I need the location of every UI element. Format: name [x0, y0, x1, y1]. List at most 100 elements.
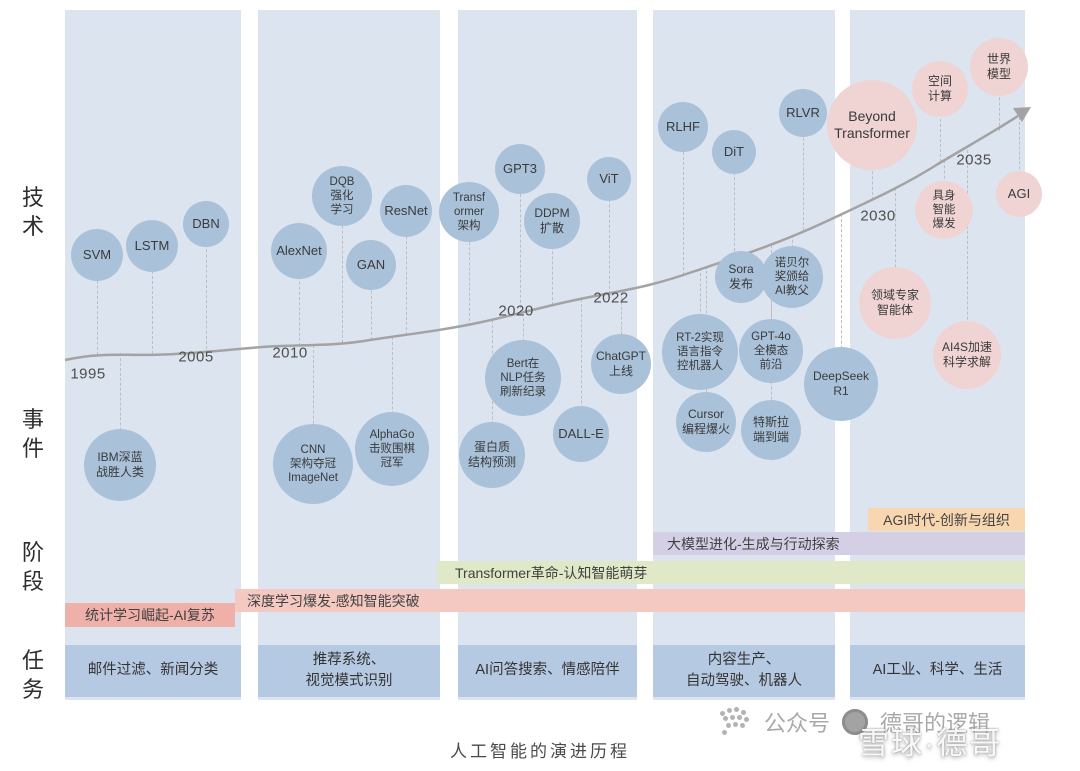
- node-label: Cursor 编程爆火: [681, 407, 730, 436]
- tech-node: DQB 强化 学习: [312, 166, 372, 226]
- tech-node: ResNet: [380, 185, 432, 237]
- node-label: 蛋白质 结构预测: [467, 440, 516, 469]
- connector-line: [120, 353, 121, 465]
- task-label: 推荐系统、 视觉模式识别: [305, 651, 393, 689]
- connector-line: [999, 67, 1000, 131]
- tech-node: RLHF: [658, 102, 708, 152]
- watermark-overlay: 雪球·德哥: [858, 726, 1003, 761]
- node-label: GAN: [356, 257, 386, 273]
- account-logo-icon: [842, 709, 869, 735]
- node-label: IBM深蓝 战胜人类: [95, 450, 144, 479]
- watermark: 公众号 德哥的逻辑 雪球·德哥: [716, 698, 1076, 764]
- node-label: RLHF: [666, 119, 700, 135]
- tech-node: DiT: [712, 130, 756, 174]
- timeline-column-1: [65, 10, 241, 700]
- watermark-row: 公众号 德哥的逻辑: [716, 706, 1076, 738]
- node-label: DBN: [192, 216, 220, 232]
- node-label: DALL-E: [558, 426, 604, 442]
- node-label: 领域专家 智能体: [870, 288, 919, 317]
- dots-bubble-icon: [716, 707, 752, 737]
- node-label: RT-2实现 语言指令 控机器人: [676, 331, 724, 372]
- event-node: ChatGPT 上线: [591, 334, 651, 394]
- event-node: Bert在 NLP任务 刷新纪录: [485, 340, 561, 416]
- axis-label-stage: 阶段: [21, 540, 44, 595]
- connector-line: [1019, 117, 1020, 194]
- event-node: RT-2实现 语言指令 控机器人: [662, 314, 738, 390]
- connector-line: [392, 336, 393, 449]
- node-label: 诺贝尔 奖颁给 AI教父: [774, 256, 810, 297]
- year-label-2022: 2022: [593, 289, 629, 307]
- task-bar-5: AI工业、科学、生活: [850, 645, 1025, 697]
- node-label: SVM: [82, 247, 112, 263]
- tech-node: 具身 智能 爆发: [915, 181, 973, 239]
- node-label: DQB 强化 学习: [329, 175, 355, 216]
- tech-node: DDPM 扩散: [524, 193, 580, 249]
- tech-node: AGI: [996, 171, 1042, 217]
- tech-node: SVM: [71, 229, 123, 281]
- stage-bar-1: 统计学习崛起-AI复苏: [65, 603, 235, 627]
- stage-label: 深度学习爆发-感知智能突破: [247, 592, 420, 609]
- event-node: 蛋白质 结构预测: [459, 422, 525, 488]
- node-label: ChatGPT 上线: [595, 349, 646, 378]
- event-node: 诺贝尔 奖颁给 AI教父: [761, 246, 823, 308]
- diagram-title: 人工智能的演进历程: [450, 742, 630, 761]
- tech-node: Beyond Transformer: [827, 80, 917, 170]
- stage-label: AGI时代-创新与组织: [883, 511, 1010, 528]
- event-node: CNN 架构夺冠 ImageNet: [273, 424, 353, 504]
- node-label: 空间 计算: [927, 74, 952, 103]
- task-bar-2: 推荐系统、 视觉模式识别: [258, 645, 440, 697]
- node-label: AlphaGo 击败围棋 冠军: [369, 428, 415, 469]
- tech-node: DBN: [183, 201, 229, 247]
- node-label: ViT: [599, 171, 619, 187]
- watermark-prefix: 公众号: [764, 711, 831, 736]
- node-label: DiT: [723, 144, 745, 160]
- event-node: DALL-E: [553, 406, 609, 462]
- tech-node: GAN: [346, 240, 396, 290]
- node-label: GPT-4o 全模态 前沿: [751, 330, 791, 371]
- tech-node: 空间 计算: [912, 61, 968, 117]
- tech-node: RLVR: [779, 89, 827, 137]
- stage-label: 统计学习崛起-AI复苏: [85, 607, 215, 623]
- node-label: 特斯拉 端到端: [752, 415, 789, 444]
- event-node: DeepSeek R1: [804, 347, 878, 421]
- tech-node: 世界 模型: [970, 38, 1028, 96]
- year-label-1995: 1995: [70, 365, 106, 383]
- node-label: AlexNet: [276, 243, 322, 259]
- node-label: 具身 智能 爆发: [932, 189, 956, 230]
- tech-node: GPT3: [495, 144, 545, 194]
- node-label: LSTM: [134, 238, 170, 254]
- tech-node: ViT: [587, 157, 631, 201]
- event-node: Cursor 编程爆火: [676, 392, 736, 452]
- year-label-2030: 2030: [860, 207, 896, 225]
- stage-bar-3: Transformer革命-认知智能萌芽: [437, 561, 1025, 584]
- task-bar-3: AI问答搜索、情感陪伴: [458, 645, 637, 697]
- node-label: GPT3: [503, 161, 537, 177]
- watermark-account-name: 德哥的逻辑: [880, 711, 991, 736]
- year-label-2005: 2005: [178, 348, 214, 366]
- node-label: RLVR: [786, 105, 820, 121]
- event-node: AlphaGo 击败围棋 冠军: [355, 412, 429, 486]
- year-label-2035: 2035: [956, 151, 992, 169]
- stage-bar-2: 深度学习爆发-感知智能突破: [235, 589, 1025, 612]
- task-label: 内容生产、 自动驾驶、机器人: [686, 651, 802, 689]
- tech-node: Transf ormer 架构: [439, 182, 499, 242]
- task-label: 邮件过滤、新闻分类: [87, 662, 219, 679]
- connector-line: [313, 344, 314, 464]
- node-label: DDPM 扩散: [534, 206, 570, 235]
- node-label: AI4S加速 科学求解: [941, 340, 993, 369]
- task-label: AI工业、科学、生活: [872, 662, 1003, 679]
- stage-label: 大模型进化-生成与行动探索: [667, 535, 840, 552]
- node-label: DeepSeek R1: [812, 369, 870, 398]
- task-bar-4: 内容生产、 自动驾驶、机器人: [653, 645, 835, 697]
- node-label: ResNet: [384, 203, 428, 219]
- node-label: CNN 架构夺冠 ImageNet: [288, 443, 338, 484]
- node-label: Beyond Transformer: [834, 107, 910, 141]
- tech-node: AI4S加速 科学求解: [933, 321, 1001, 389]
- tech-node: LSTM: [126, 220, 178, 272]
- node-label: AGI: [1007, 186, 1031, 202]
- stage-bar-4: 大模型进化-生成与行动探索: [653, 532, 1025, 555]
- task-label: AI问答搜索、情感陪伴: [475, 662, 620, 679]
- year-label-2020: 2020: [498, 302, 534, 320]
- node-label: Bert在 NLP任务 刷新纪录: [500, 357, 546, 398]
- event-node: 特斯拉 端到端: [741, 400, 801, 460]
